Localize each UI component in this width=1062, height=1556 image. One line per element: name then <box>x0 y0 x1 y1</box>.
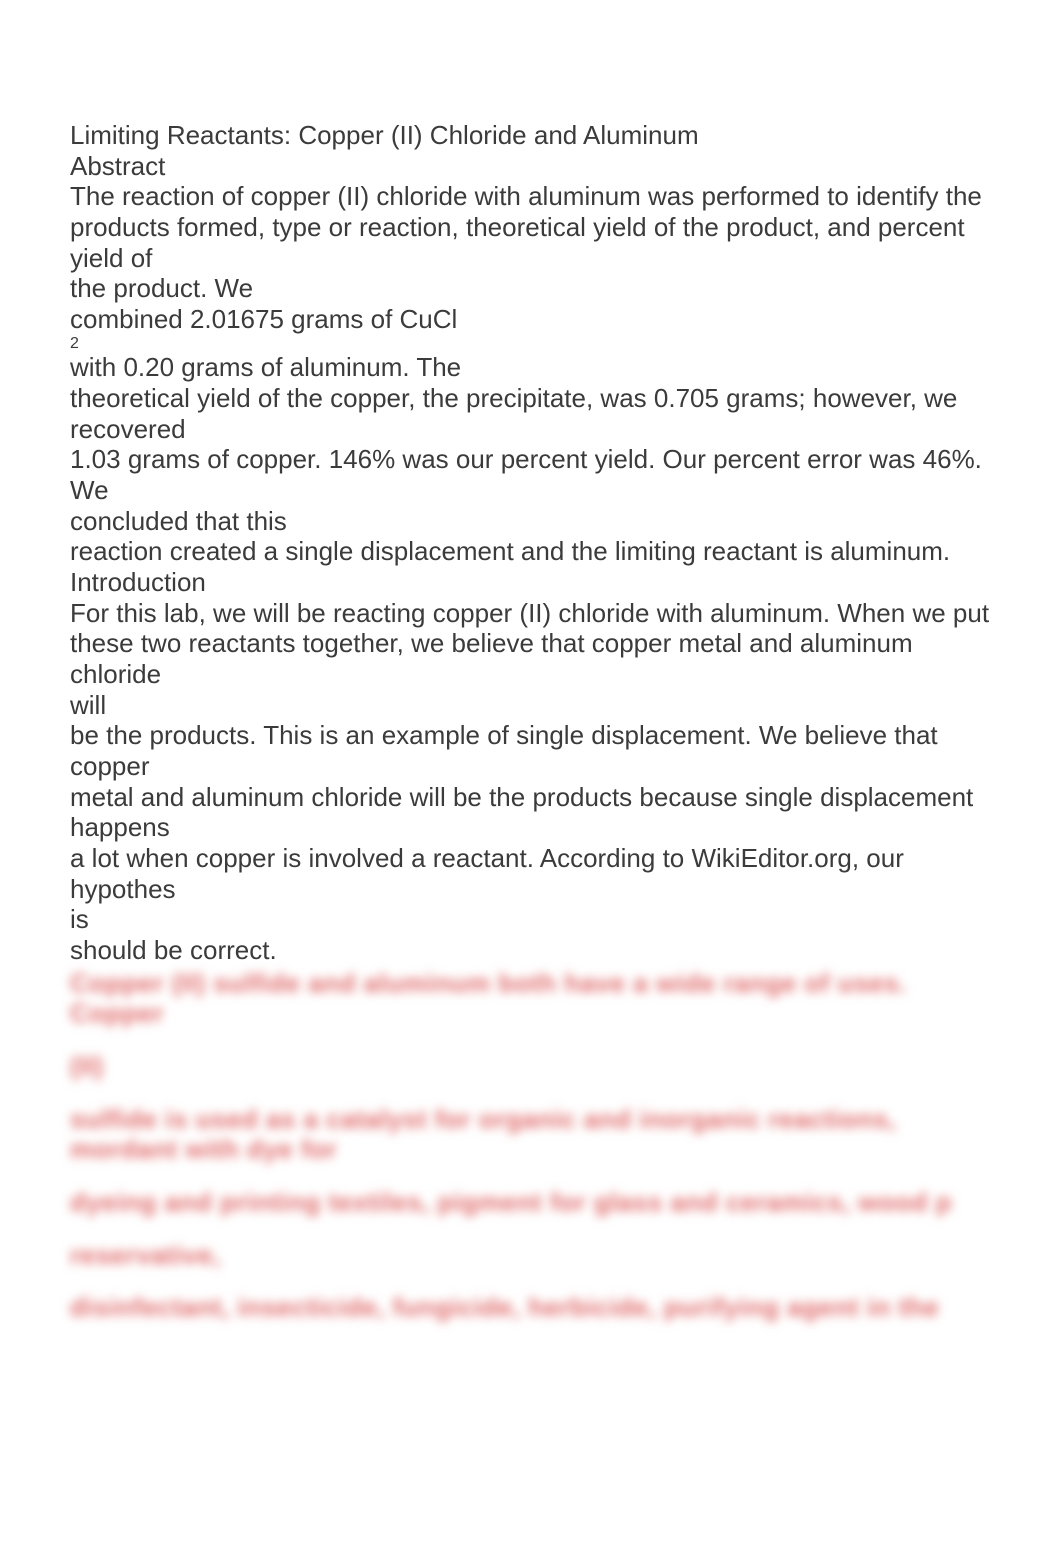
text-line: a lot when copper is involved a reactant… <box>70 843 992 904</box>
text-line: concluded that this <box>70 506 992 537</box>
blurred-line: sulfide is used as a catalyst for organi… <box>70 1104 992 1165</box>
text-line: Limiting Reactants: Copper (II) Chloride… <box>70 120 992 151</box>
text-line: The reaction of copper (II) chloride wit… <box>70 181 992 212</box>
text-line: should be correct. <box>70 935 992 966</box>
text-line: For this lab, we will be reacting copper… <box>70 598 992 629</box>
text-line: reaction created a single displacement a… <box>70 536 992 567</box>
text-line: combined 2.01675 grams of CuCl <box>70 304 992 335</box>
blurred-line: reservative, <box>70 1240 992 1271</box>
blurred-preview-block: Copper (II) sulfide and aluminum both ha… <box>70 968 992 1323</box>
blurred-line: Copper (II) sulfide and aluminum both ha… <box>70 968 992 1029</box>
document-page: Limiting Reactants: Copper (II) Chloride… <box>0 0 1062 1556</box>
text-line: theoretical yield of the copper, the pre… <box>70 383 992 444</box>
text-line: be the products. This is an example of s… <box>70 720 992 781</box>
text-line: metal and aluminum chloride will be the … <box>70 782 992 843</box>
heading-introduction: Introduction <box>70 567 992 598</box>
blurred-line: dyeing and printing textiles, pigment fo… <box>70 1187 992 1218</box>
subscript-2: 2 <box>70 335 992 353</box>
text-line: 1.03 grams of copper. 146% was our perce… <box>70 444 992 505</box>
text-line: with 0.20 grams of aluminum. The <box>70 352 992 383</box>
text-line: products formed, type or reaction, theor… <box>70 212 992 273</box>
blurred-line: (II) <box>70 1051 110 1082</box>
text-line: will <box>70 690 992 721</box>
text-line: the product. We <box>70 273 992 304</box>
heading-abstract: Abstract <box>70 151 992 182</box>
blurred-line: disinfectant, insecticide, fungicide, he… <box>70 1292 992 1323</box>
text-line: these two reactants together, we believe… <box>70 628 992 689</box>
text-line: is <box>70 904 992 935</box>
